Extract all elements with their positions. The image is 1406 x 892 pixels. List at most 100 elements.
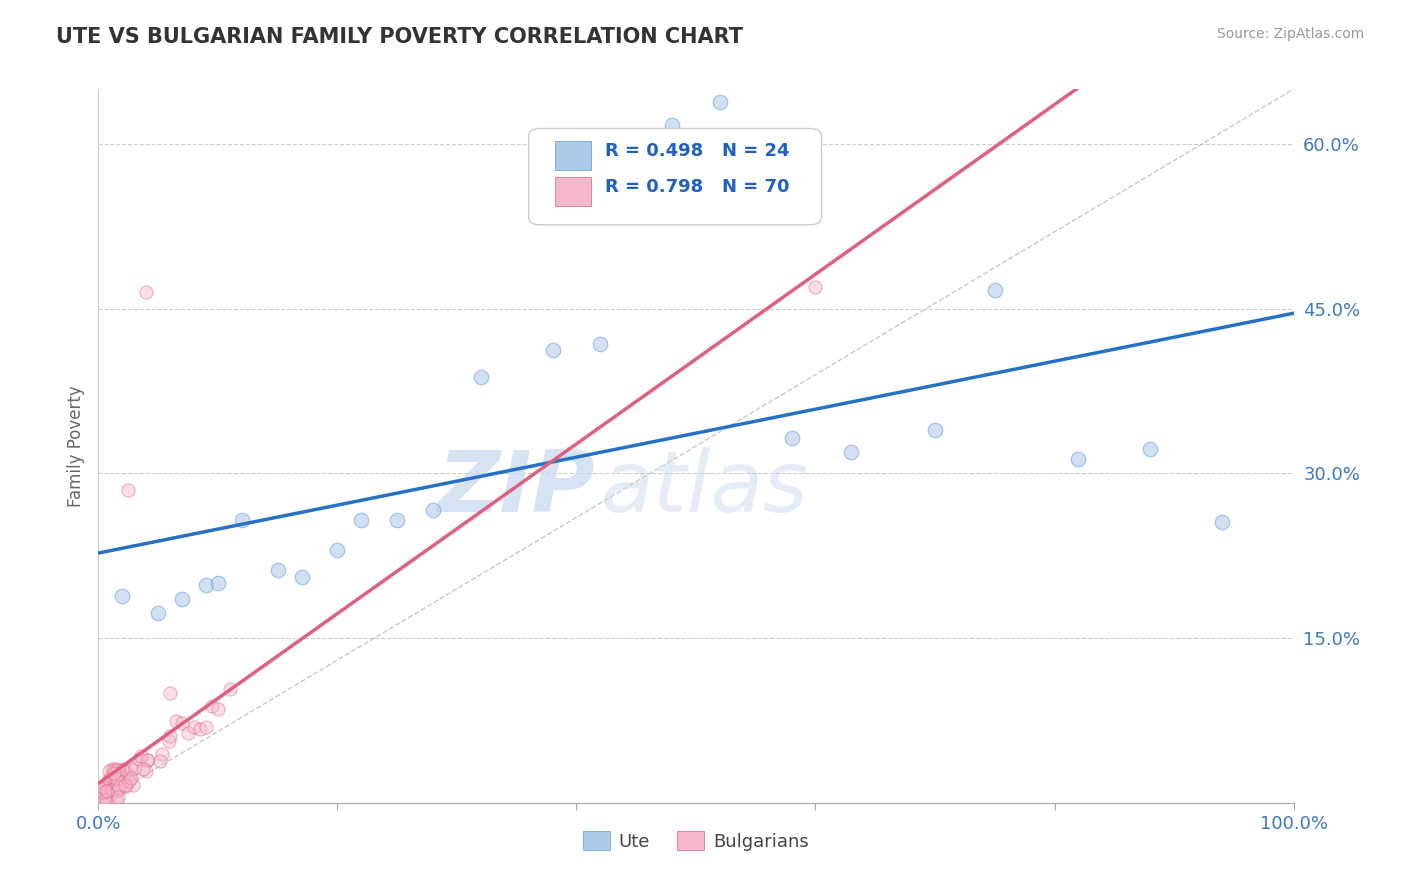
Point	[96, 783, 118, 797]
Point	[149, 754, 172, 768]
Point	[105, 794, 128, 808]
Point	[422, 502, 444, 516]
Point	[150, 747, 173, 761]
Point	[148, 607, 170, 621]
Point	[103, 766, 125, 780]
Point	[91, 780, 114, 794]
Point	[90, 794, 112, 808]
FancyBboxPatch shape	[555, 141, 591, 169]
Point	[108, 782, 131, 797]
Point	[97, 780, 120, 794]
Point	[131, 748, 153, 763]
Point	[661, 119, 683, 133]
Point	[132, 762, 155, 776]
Point	[112, 774, 135, 789]
Point	[105, 784, 128, 798]
Point	[183, 720, 205, 734]
Point	[267, 562, 290, 576]
Point	[188, 722, 211, 736]
Point	[91, 785, 114, 799]
Point	[96, 792, 118, 806]
Point	[124, 761, 146, 775]
Point	[157, 734, 180, 748]
Point	[93, 780, 115, 794]
Point	[172, 716, 194, 731]
Point	[709, 95, 731, 110]
Point	[841, 445, 863, 459]
Point	[780, 431, 803, 445]
Text: UTE VS BULGARIAN FAMILY POVERTY CORRELATION CHART: UTE VS BULGARIAN FAMILY POVERTY CORRELAT…	[56, 27, 744, 46]
Point	[111, 762, 134, 776]
Point	[101, 783, 124, 797]
Point	[135, 764, 157, 779]
Point	[112, 763, 135, 777]
Point	[1067, 452, 1090, 467]
Text: atlas: atlas	[600, 447, 808, 531]
Point	[207, 576, 229, 591]
Point	[195, 719, 218, 733]
Point	[231, 512, 253, 526]
Point	[177, 725, 200, 739]
Point	[136, 753, 159, 767]
Point	[159, 729, 181, 743]
Point	[207, 702, 229, 716]
Point	[105, 778, 128, 792]
Point	[107, 789, 129, 804]
Point	[101, 782, 124, 797]
Y-axis label: Family Poverty: Family Poverty	[66, 385, 84, 507]
Point	[165, 714, 187, 729]
Point	[108, 780, 131, 794]
Point	[589, 337, 612, 351]
Point	[291, 570, 314, 584]
Point	[120, 771, 142, 785]
Point	[96, 784, 118, 798]
FancyBboxPatch shape	[555, 177, 591, 205]
Point	[100, 787, 122, 801]
Point	[114, 778, 136, 792]
Point	[924, 423, 946, 437]
Point	[105, 763, 128, 777]
Point	[97, 775, 120, 789]
Point	[385, 513, 409, 527]
Point	[100, 770, 122, 784]
Point	[470, 369, 492, 384]
Point	[100, 763, 122, 777]
Point	[120, 762, 142, 776]
Point	[219, 681, 242, 696]
Point	[97, 764, 120, 779]
Point	[115, 765, 138, 780]
Text: ZIP: ZIP	[437, 447, 595, 531]
FancyBboxPatch shape	[529, 128, 821, 225]
Point	[117, 483, 139, 497]
Legend: Ute, Bulgarians: Ute, Bulgarians	[575, 824, 817, 858]
Point	[195, 578, 218, 592]
Point	[104, 772, 127, 786]
Point	[135, 285, 157, 300]
Point	[121, 778, 143, 792]
Point	[128, 752, 150, 766]
Point	[103, 763, 125, 777]
Point	[1211, 515, 1233, 529]
Point	[118, 774, 141, 789]
Point	[541, 343, 564, 358]
Point	[1139, 442, 1161, 457]
Point	[94, 784, 117, 798]
Point	[136, 753, 159, 767]
Point	[984, 283, 1007, 297]
Point	[159, 686, 181, 700]
Point	[172, 592, 194, 607]
Text: R = 0.798   N = 70: R = 0.798 N = 70	[605, 178, 790, 196]
Point	[201, 698, 224, 713]
Point	[97, 772, 120, 786]
Point	[804, 280, 827, 294]
Point	[96, 790, 118, 805]
Point	[105, 772, 128, 786]
Point	[350, 512, 373, 526]
Point	[93, 794, 115, 808]
Point	[100, 782, 122, 797]
Point	[105, 762, 128, 776]
Point	[326, 543, 349, 558]
Point	[101, 779, 124, 793]
Point	[96, 780, 118, 795]
Point	[115, 780, 138, 794]
